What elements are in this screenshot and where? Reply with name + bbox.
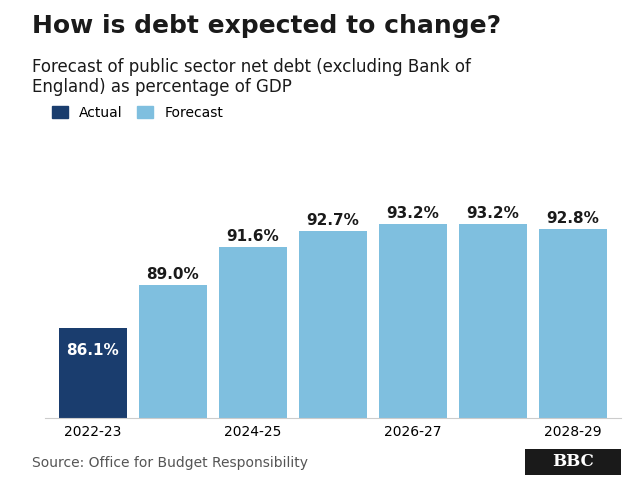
Text: Forecast of public sector net debt (excluding Bank of
England) as percentage of : Forecast of public sector net debt (excl… — [32, 58, 471, 96]
Bar — [219, 247, 287, 480]
Bar — [299, 231, 367, 480]
Text: Source: Office for Budget Responsibility: Source: Office for Budget Responsibility — [32, 456, 308, 470]
Text: How is debt expected to change?: How is debt expected to change? — [32, 14, 501, 38]
Legend: Actual, Forecast: Actual, Forecast — [46, 100, 229, 125]
Text: 91.6%: 91.6% — [227, 229, 279, 244]
Text: 92.8%: 92.8% — [547, 212, 599, 227]
Bar — [539, 229, 607, 480]
Bar — [139, 285, 207, 480]
Bar — [59, 328, 127, 480]
Text: 93.2%: 93.2% — [387, 205, 439, 221]
Text: 93.2%: 93.2% — [467, 205, 519, 221]
Bar — [459, 224, 527, 480]
Text: 92.7%: 92.7% — [307, 213, 359, 228]
Bar — [379, 224, 447, 480]
Text: 89.0%: 89.0% — [147, 267, 199, 282]
Text: BBC: BBC — [552, 454, 594, 470]
Text: 86.1%: 86.1% — [67, 343, 119, 358]
